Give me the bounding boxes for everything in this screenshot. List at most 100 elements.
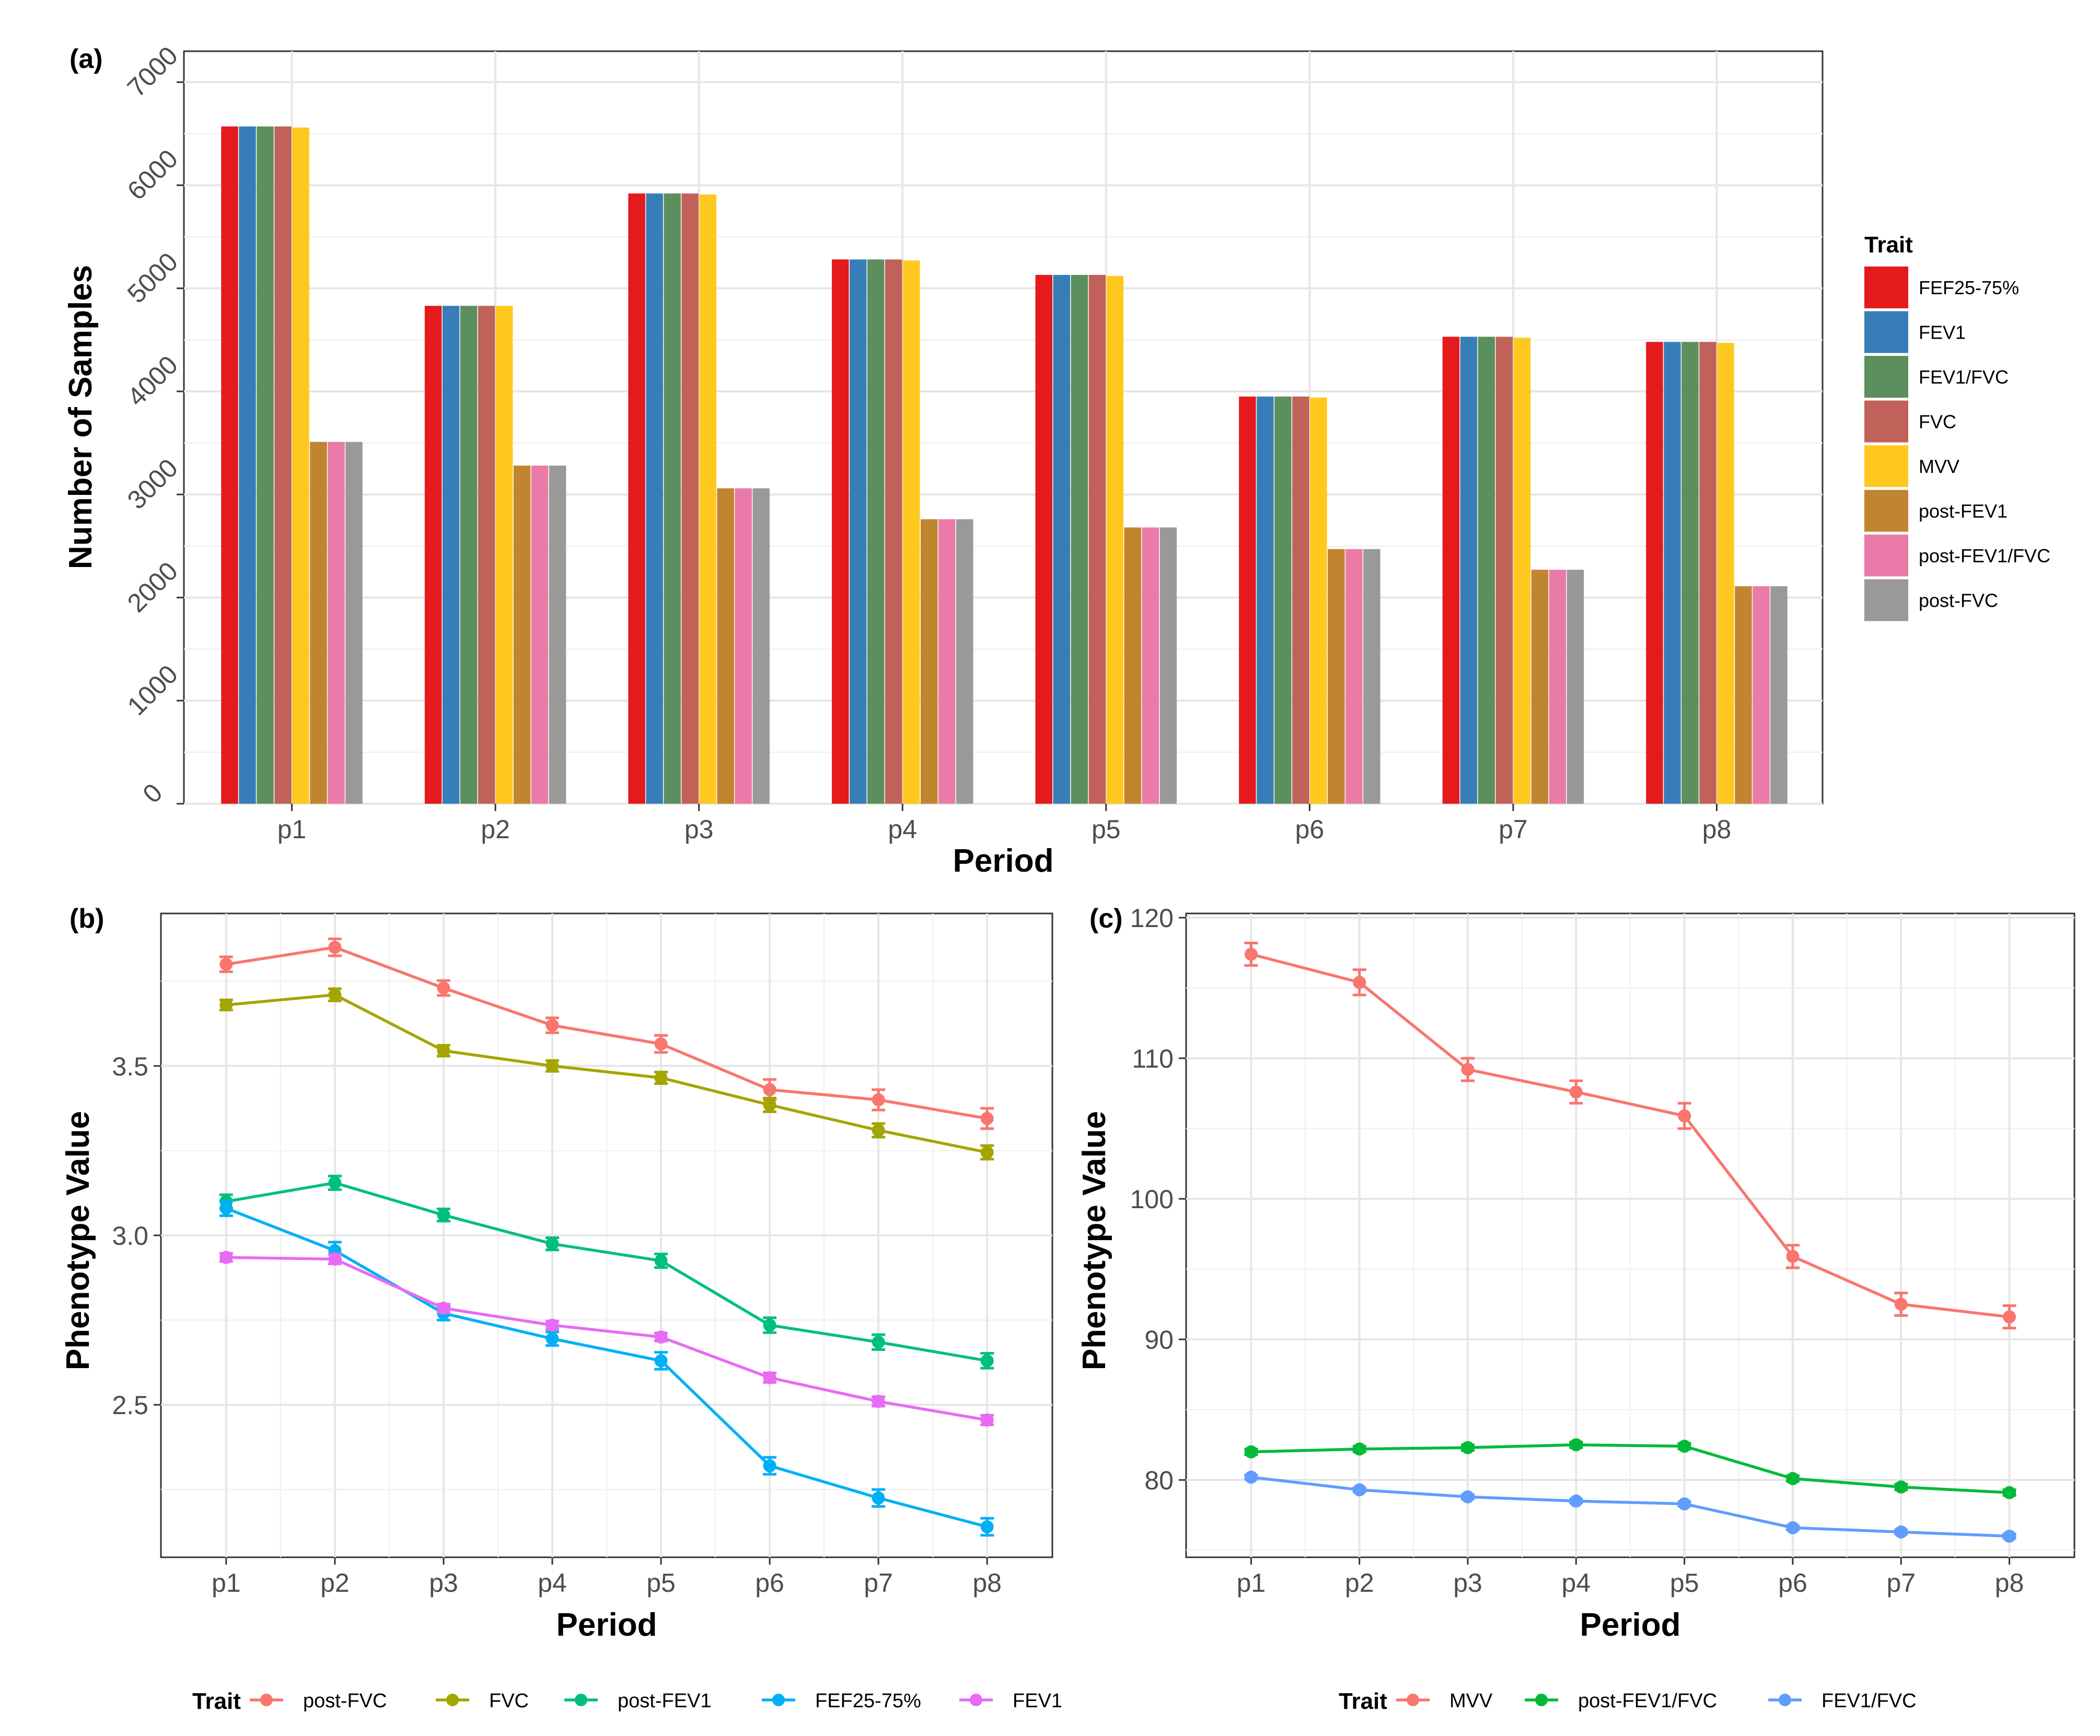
panel-a-bar-fef25-75--p2 xyxy=(424,306,442,804)
panel-c-point-fev1-fvc-p7 xyxy=(1894,1525,1908,1539)
panel-b-point-post-fev1-p4 xyxy=(546,1237,559,1251)
panel-a-bar-post-fvc-p5 xyxy=(1159,527,1177,804)
panel-b-point-post-fev1-p3 xyxy=(437,1208,450,1222)
panel-c-ytick-label: 110 xyxy=(1132,1044,1174,1073)
panel-a-xtick-label: p2 xyxy=(481,815,510,844)
panel-b-point-post-fev1-p5 xyxy=(654,1254,668,1268)
panel-a-legend-title: Trait xyxy=(1864,232,1913,258)
panel-a-ytick-label: 2000 xyxy=(122,556,183,618)
panel-c-legend-marker-post-fev1-fvc xyxy=(1535,1694,1548,1706)
panel-a-bar-post-fev1-p2 xyxy=(513,465,531,804)
panel-a-xtick-label: p3 xyxy=(684,815,714,844)
panel-a-bar-fvc-p6 xyxy=(1292,396,1309,804)
panel-a-bar-fef25-75--p6 xyxy=(1239,396,1256,804)
panel-a-bar-mvv-p8 xyxy=(1717,343,1734,804)
panel-b-point-post-fev1-p7 xyxy=(872,1335,885,1349)
panel-c-point-mvv-p6 xyxy=(1786,1249,1800,1263)
panel-a-xtick-label: p1 xyxy=(277,815,307,844)
panel-c-label: (c) xyxy=(1089,904,1123,934)
panel-b-line-post-fev1 xyxy=(226,1181,988,1362)
panel-a-bar-post-fev1-fvc-p6 xyxy=(1345,549,1363,804)
panel-a-legend-key-post-fev1 xyxy=(1864,490,1908,532)
panel-b-point-fvc-p8 xyxy=(980,1145,994,1159)
panel-a-x-axis-title: Period xyxy=(953,843,1054,879)
panel-b-point-post-fev1-p2 xyxy=(328,1176,342,1189)
panel-b-xtick-label: p2 xyxy=(320,1568,350,1598)
panel-a-bar-post-fev1-fvc-p2 xyxy=(531,465,549,804)
panel-b-legend-label-post-fvc: post-FVC xyxy=(303,1690,387,1712)
panel-a-bar-fev1-p5 xyxy=(1053,275,1071,804)
panel-b-point-fvc-p6 xyxy=(763,1098,776,1112)
panel-b-point-fvc-p7 xyxy=(872,1124,885,1137)
panel-a-bar-mvv-p1 xyxy=(292,127,309,804)
panel-a-bar-fef25-75--p5 xyxy=(1035,275,1053,804)
panel-a-ytick-label: 4000 xyxy=(122,350,183,412)
panel-c-y-axis-title: Phenotype Value xyxy=(1076,1111,1112,1370)
panel-c-legend-marker-fev1-fvc xyxy=(1779,1694,1791,1706)
panel-c-point-mvv-p7 xyxy=(1894,1298,1908,1311)
panel-c-point-post-fev1-fvc-p2 xyxy=(1353,1442,1366,1456)
panel-a-bar-post-fev1-p7 xyxy=(1531,570,1549,804)
panel-c-series-fev1-fvc xyxy=(1244,1471,2016,1543)
panel-b-point-fef25-75--p8 xyxy=(980,1520,994,1534)
panel-b-point-post-fvc-p2 xyxy=(328,941,342,954)
panel-b-point-fvc-p1 xyxy=(219,998,233,1012)
panel-b-point-fev1-p2 xyxy=(328,1252,342,1266)
panel-b-series-post-fvc xyxy=(219,938,994,1130)
panel-b-point-fef25-75--p5 xyxy=(654,1354,668,1368)
panel-c-x-axis-title: Period xyxy=(1580,1607,1681,1643)
panel-a-bar-post-fev1-p6 xyxy=(1328,549,1345,804)
panel-c-point-post-fev1-fvc-p7 xyxy=(1894,1480,1908,1494)
panel-a-bar-fev1-fvc-p1 xyxy=(257,126,274,804)
panel-a-legend-label-fvc: FVC xyxy=(1919,411,1956,433)
panel-a-xtick-label: p4 xyxy=(888,815,917,844)
panel-a-legend-label-fev1-fvc: FEV1/FVC xyxy=(1919,366,2009,388)
panel-a-bar-fev1-fvc-p4 xyxy=(867,259,885,804)
panel-b-point-fev1-p1 xyxy=(219,1251,233,1264)
panel-a-legend-label-fef25-75-: FEF25-75% xyxy=(1919,277,2019,298)
panel-a-bar-fev1-fvc-p8 xyxy=(1681,342,1699,804)
panel-b-legend-label-fev1: FEV1 xyxy=(1013,1690,1062,1712)
panel-b-legend-label-fef25-75-: FEF25-75% xyxy=(815,1690,921,1712)
panel-a-bar-fvc-p4 xyxy=(885,259,902,804)
panel-a-legend-key-post-fvc xyxy=(1864,579,1908,621)
panel-b-point-post-fvc-p5 xyxy=(654,1037,668,1051)
panel-c-point-post-fev1-fvc-p1 xyxy=(1244,1445,1258,1459)
panel-a-bar-fef25-75--p8 xyxy=(1646,342,1663,804)
panel-a-ytick-label: 3000 xyxy=(122,453,183,515)
panel-b-point-fvc-p2 xyxy=(328,988,342,1002)
panel-a-bar-post-fev1-p1 xyxy=(310,442,327,804)
panel-a-bar-fev1-fvc-p2 xyxy=(460,306,478,804)
panel-b-point-fev1-p3 xyxy=(437,1301,450,1315)
panel-a-bar-fev1-p3 xyxy=(646,193,663,804)
panel-b-point-post-fev1-p6 xyxy=(763,1318,776,1332)
panel-a-xtick-label: p8 xyxy=(1702,815,1732,844)
panel-b-point-fvc-p4 xyxy=(546,1059,559,1073)
panel-a-bar-post-fvc-p2 xyxy=(549,465,566,804)
panel-a-legend-label-post-fev1: post-FEV1 xyxy=(1919,501,2008,522)
panel-a-bar-fef25-75--p7 xyxy=(1442,337,1460,804)
panel-c-legend-label-post-fev1-fvc: post-FEV1/FVC xyxy=(1578,1690,1717,1712)
panel-c-ytick-label: 90 xyxy=(1144,1325,1174,1355)
panel-b-legend-title: Trait xyxy=(192,1688,241,1714)
panel-a-bar-mvv-p3 xyxy=(699,194,716,804)
panel-c-line-fev1-fvc xyxy=(1251,1475,2010,1538)
panel-c-point-mvv-p1 xyxy=(1244,947,1258,961)
panel-a-bar-fev1-p1 xyxy=(239,126,256,804)
panel-b-xtick-label: p8 xyxy=(972,1568,1002,1598)
panel-a-ytick-label: 5000 xyxy=(122,247,183,309)
panel-a-y-axis-title: Number of Samples xyxy=(63,265,99,569)
panel-a-legend-key-fev1 xyxy=(1864,311,1908,353)
panel-c-point-fev1-fvc-p8 xyxy=(2003,1530,2016,1543)
panel-b-xtick-label: p1 xyxy=(212,1568,241,1598)
panel-c-series-post-fev1-fvc xyxy=(1244,1438,2016,1499)
panel-c-point-post-fev1-fvc-p5 xyxy=(1678,1439,1691,1453)
panel-b-xtick-label: p7 xyxy=(864,1568,893,1598)
panel-a-bar-post-fev1-p8 xyxy=(1735,586,1752,804)
panel-a-bar-fev1-fvc-p7 xyxy=(1478,337,1495,804)
panel-c-legend-title: Trait xyxy=(1339,1688,1387,1714)
panel-a-chart: (a) 0 1000 2000 3000 4000 5000 6000 7000 p1 p2 p3 p4… xyxy=(63,41,2050,879)
panel-c-point-post-fev1-fvc-p6 xyxy=(1786,1472,1800,1485)
panel-a-bar-post-fev1-p5 xyxy=(1124,527,1142,804)
